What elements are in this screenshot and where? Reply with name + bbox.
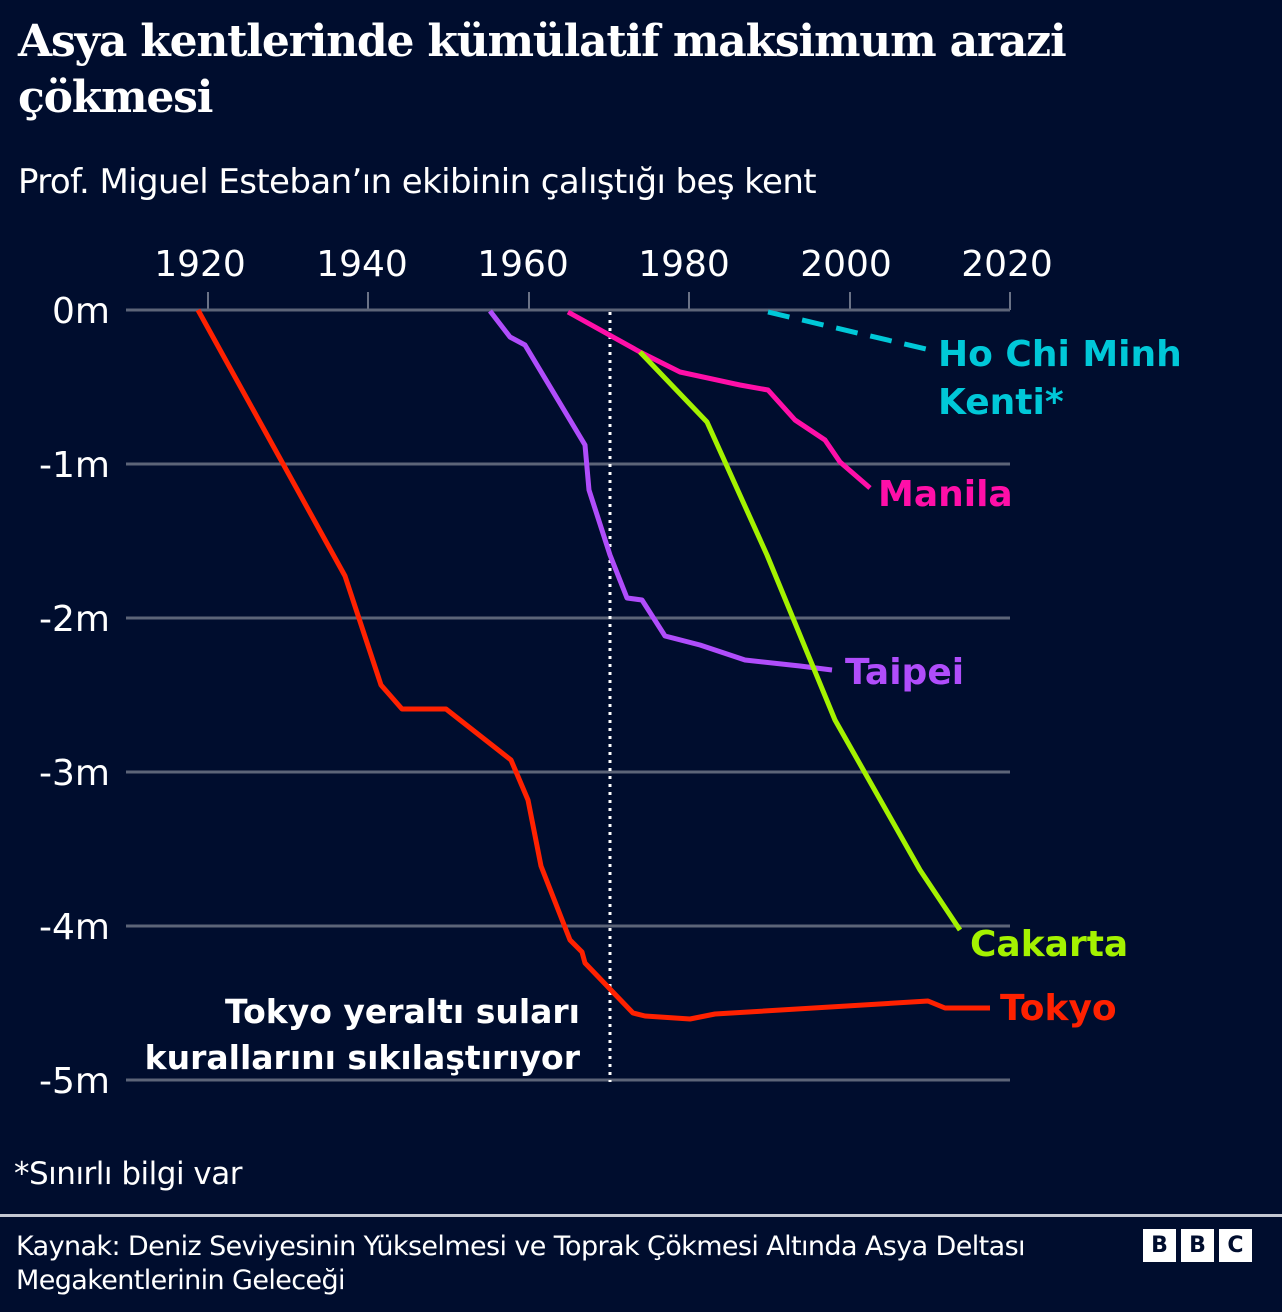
label-taipei: Taipei [845,652,964,693]
label-ho-chi-minh: Ho Chi Minh [938,334,1182,375]
bbc-logo: B B C [1143,1229,1252,1262]
chart-title: Asya kentlerinde kümülatif maksimum araz… [18,16,1067,123]
label-manila: Manila [878,474,1013,515]
bbc-logo-letter: C [1219,1229,1252,1262]
label-ho-chi-minh-line2: Kenti* [938,382,1064,423]
series-line-taipei [488,309,833,673]
policy-annotation-line1: Tokyo yeraltı suları [225,992,580,1031]
bbc-logo-letter: B [1143,1229,1176,1262]
x-axis-ticks: 1920 1940 1960 1980 2000 2020 [154,244,1053,285]
label-tokyo: Tokyo [1000,988,1117,1029]
label-cakarta: Cakarta [970,924,1128,965]
x-tick-label: 2020 [961,244,1053,285]
policy-annotation-line2: kurallarını sıkılaştırıyor [145,1038,581,1077]
series-line-tokyo [195,308,990,1022]
footnote: *Sınırlı bilgi var [14,1156,243,1192]
bbc-logo-letter: B [1181,1229,1214,1262]
series-line-cakarta [638,350,963,932]
series-line-manila [566,309,872,490]
y-tick-label: -2m [39,599,110,640]
y-tick-label: 0m [52,291,110,332]
series-line-ho-chi-minh [767,309,931,353]
footer-divider [0,1214,1282,1217]
x-tick-label: 1940 [316,244,408,285]
chart-subtitle: Prof. Miguel Esteban’ın ekibinin çalıştı… [18,162,817,202]
x-tick-marks [207,292,1011,310]
y-tick-label: -5m [39,1061,110,1102]
x-tick-label: 2000 [800,244,892,285]
x-tick-label: 1980 [638,244,730,285]
y-axis-ticks: 0m -1m -2m -3m -4m -5m [39,291,110,1102]
source-text: Kaynak: Deniz Seviyesinin Yükselmesi ve … [16,1231,1026,1296]
gridlines [126,308,1010,1082]
y-tick-label: -4m [39,907,110,948]
x-tick-label: 1960 [477,244,569,285]
x-tick-label: 1920 [154,244,246,285]
y-tick-label: -1m [39,445,110,486]
y-tick-label: -3m [39,753,110,794]
